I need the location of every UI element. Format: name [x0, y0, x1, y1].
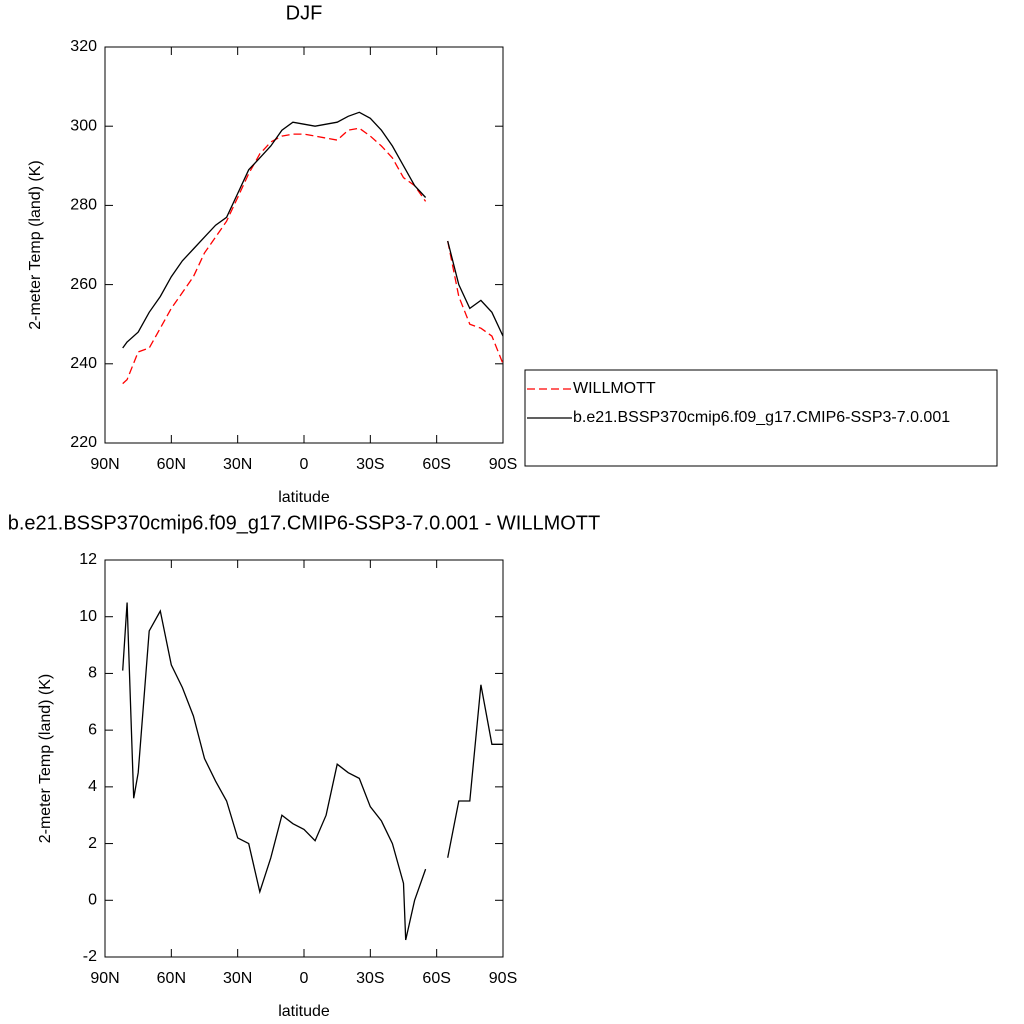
x-axis-label: latitude [278, 489, 330, 506]
data-line [122, 127, 504, 385]
x-tick-label: 90S [489, 970, 517, 987]
x-tick-label: 90N [90, 456, 119, 473]
x-tick-label: 0 [300, 970, 309, 987]
legend-box [524, 369, 998, 467]
y-tick-label: -2 [83, 948, 97, 965]
y-tick-label: 280 [70, 197, 97, 214]
legend-label: b.e21.BSSP370cmip6.f09_g17.CMIP6-SSP3-7.… [573, 409, 950, 426]
x-tick-label: 30N [223, 970, 252, 987]
y-tick-label: 8 [88, 665, 97, 682]
x-tick-label: 60N [157, 970, 186, 987]
data-line [122, 111, 504, 349]
x-tick-label: 60N [157, 456, 186, 473]
legend-label: WILLMOTT [573, 380, 656, 397]
plot-frame [104, 559, 504, 958]
y-tick-label: 12 [79, 551, 97, 568]
x-tick-label: 90N [90, 970, 119, 987]
y-tick-label: 300 [70, 117, 97, 134]
y-tick-label: 320 [70, 38, 97, 55]
y-axis-label: 2-meter Temp (land) (K) [27, 160, 44, 330]
x-tick-label: 30S [356, 970, 384, 987]
x-tick-label: 60S [422, 456, 450, 473]
chart-title: DJF [286, 2, 323, 24]
x-tick-label: 60S [422, 970, 450, 987]
y-tick-label: 260 [70, 276, 97, 293]
x-tick-label: 0 [300, 456, 309, 473]
y-tick-label: 220 [70, 434, 97, 451]
x-tick-label: 30N [223, 456, 252, 473]
chart-title: b.e21.BSSP370cmip6.f09_g17.CMIP6-SSP3-7.… [8, 512, 601, 534]
x-tick-label: 90S [489, 456, 517, 473]
y-tick-label: 4 [88, 778, 97, 795]
y-tick-label: 6 [88, 721, 97, 738]
x-axis-label: latitude [278, 1003, 330, 1020]
y-tick-label: 10 [79, 608, 97, 625]
y-tick-label: 2 [88, 835, 97, 852]
y-tick-label: 0 [88, 892, 97, 909]
x-tick-label: 30S [356, 456, 384, 473]
data-line [122, 602, 503, 941]
y-axis-label: 2-meter Temp (land) (K) [37, 674, 54, 844]
plot-frame [104, 46, 504, 444]
y-tick-label: 240 [70, 355, 97, 372]
